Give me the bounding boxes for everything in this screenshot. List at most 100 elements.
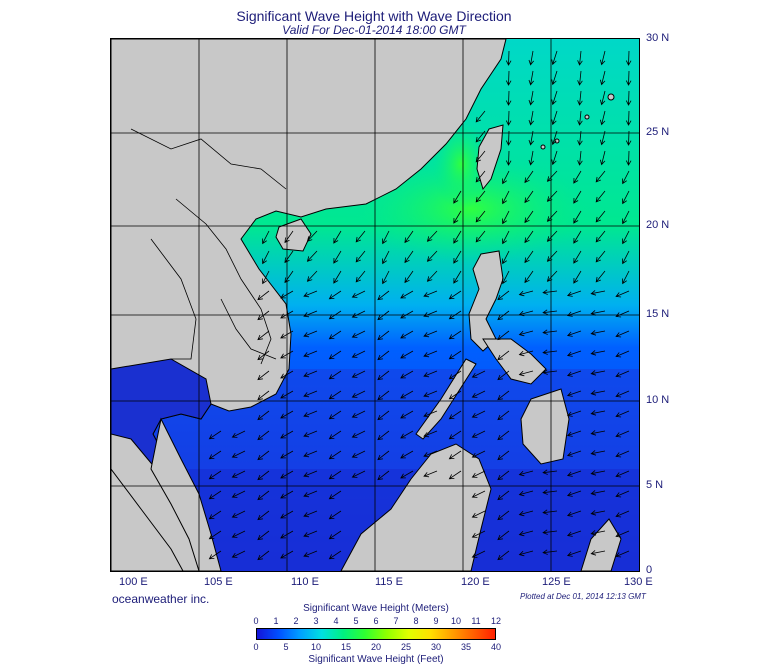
wave-direction-arrow [542,549,558,555]
colorbar-feet-tick: 15 [340,642,351,652]
wave-direction-arrow [622,190,630,205]
wave-direction-arrow [231,450,246,458]
wave-direction-arrow [551,70,558,86]
wave-direction-arrow [497,350,510,361]
wave-direction-arrow [590,550,606,556]
wave-direction-arrow [231,530,246,538]
wave-direction-arrow [303,530,318,538]
wave-direction-arrow [599,90,606,106]
wave-direction-arrow [448,370,462,380]
wave-direction-arrow [573,170,582,184]
wave-direction-arrow [599,150,606,166]
colorbar-meters-tick: 2 [293,616,299,626]
wave-direction-arrow [328,330,342,340]
colorbar-meters-title: Significant Wave Height (Meters) [303,603,449,614]
wave-direction-arrow [284,230,294,244]
wave-direction-arrow [573,190,582,204]
wave-direction-arrow [524,250,534,264]
wave-direction-arrow [497,310,510,321]
wave-direction-arrow [351,450,366,458]
wave-direction-arrow [303,350,318,358]
wave-direction-arrow [303,490,318,498]
wave-direction-arrow [497,430,510,441]
wave-direction-arrow [505,50,512,66]
wave-direction-arrow [471,530,486,538]
wave-direction-arrow [400,450,414,459]
colorbar-meters-tick: 3 [313,616,319,626]
wave-direction-arrow [448,430,462,440]
wave-direction-arrow [377,290,390,301]
wave-direction-arrow [262,250,270,265]
colorbar-meters-tick: 0 [253,616,259,626]
wave-direction-arrow [257,550,270,561]
wave-direction-arrow [284,270,294,284]
wave-direction-arrow [615,310,630,318]
wave-direction-arrow [257,490,270,501]
wave-direction-arrow [577,90,583,106]
colorbar-feet-title: Significant Wave Height (Feet) [308,654,444,665]
lat-lon-grid [111,39,639,571]
wave-direction-arrow [475,230,486,243]
wave-direction-arrow [328,550,342,560]
wave-direction-arrow [475,150,486,163]
wave-direction-arrow [590,330,606,336]
wave-direction-arrow [475,130,486,143]
wave-direction-arrow [453,230,462,244]
wave-direction-arrow [622,230,630,245]
wave-direction-arrow [615,350,630,358]
wave-direction-arrow [377,350,390,361]
wave-direction-arrow [590,350,606,356]
wave-direction-arrow [625,50,632,66]
wave-direction-arrow [448,290,462,300]
wave-direction-arrow [615,390,630,398]
wave-direction-arrow [382,250,390,265]
wave-direction-arrow [551,150,558,166]
wave-direction-arrow [400,330,414,339]
wave-direction-arrow [333,230,342,244]
wave-direction-arrow [497,370,510,381]
lat-label-0: 0 [646,564,653,576]
wave-direction-arrow [208,490,222,500]
lon-label-125e: 125 E [542,576,571,588]
wave-direction-arrow [566,390,582,397]
wave-direction-arrow [615,430,630,438]
wave-direction-arrow [528,90,535,106]
wave-direction-arrow [351,350,366,358]
wave-direction-arrow [475,170,486,183]
wave-direction-arrow [328,350,342,360]
wave-direction-arrow [400,310,414,319]
wave-direction-arrow [303,430,318,438]
wave-direction-arrow [566,290,582,297]
wave-direction-arrow [546,210,558,222]
colorbar-meters-tick: 11 [471,616,481,626]
wave-direction-arrow [528,110,535,126]
wave-direction-arrow [528,70,535,86]
lat-label-5n: 5 N [646,479,664,491]
wave-direction-arrow [426,250,438,262]
wave-direction-arrow [471,470,486,478]
lat-label-10n: 10 N [646,394,670,406]
wave-direction-arrow [257,470,270,481]
colorbar-meters-tick: 5 [353,616,359,626]
wave-direction-arrow [328,410,342,420]
wave-direction-arrow [595,270,606,283]
wave-direction-arrow [546,230,558,242]
wave-direction-arrow [573,250,582,264]
wave-direction-arrow [448,450,462,460]
colorbar-meters-tick: 6 [373,616,379,626]
wave-direction-arrow [328,390,342,400]
colorbar-meters-tick: 4 [333,616,339,626]
wave-direction-arrow [448,310,462,320]
wave-direction-arrow [351,410,366,418]
wave-direction-arrow [566,410,582,417]
colorbar-feet-tick: 30 [430,642,441,652]
colorbar-feet-tick: 10 [310,642,321,652]
wave-direction-arrow [257,290,270,301]
wave-direction-arrow [615,510,630,518]
wave-direction-arrow [615,450,630,458]
wave-direction-arrow [448,330,462,340]
wave-direction-arrow [257,430,270,441]
wave-direction-arrow [475,190,486,203]
wave-direction-arrow [231,510,246,518]
wave-direction-arrow [423,310,438,318]
